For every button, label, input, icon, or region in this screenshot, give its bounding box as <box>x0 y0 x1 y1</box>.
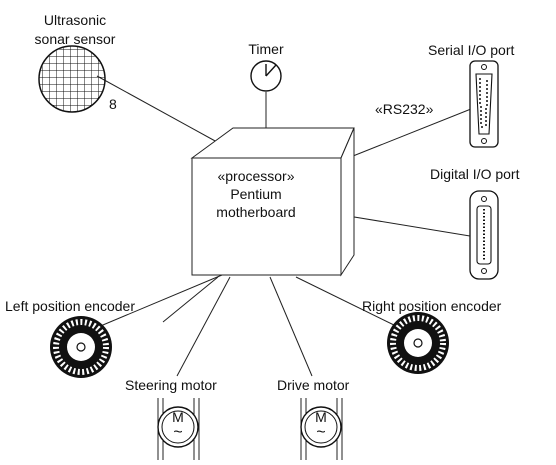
drive-motor-icon <box>300 398 343 460</box>
processor-node <box>190 127 355 277</box>
left-encoder-label: Left position encoder <box>5 298 135 314</box>
steering-motor-label: Steering motor <box>125 377 217 393</box>
steering-motor-ac: ~ <box>173 424 183 441</box>
right-encoder-label: Right position encoder <box>362 298 502 314</box>
processor-label-line3: motherboard <box>216 204 296 220</box>
processor-label-line2: Pentium <box>230 186 282 202</box>
right-encoder-icon <box>387 312 449 374</box>
drive-motor-m: M <box>315 409 327 425</box>
steering-motor-icon <box>157 398 200 460</box>
processor-stereotype: «processor» <box>217 168 295 184</box>
sonar-label-line2: sonar sensor <box>34 31 116 47</box>
timer-icon <box>250 60 282 92</box>
sonar-label-line1: Ultrasonic <box>43 12 107 28</box>
drive-motor-ac: ~ <box>316 424 326 441</box>
sonar-sensor-icon <box>38 45 106 113</box>
connection-lines <box>90 75 477 377</box>
steering-motor-m: M <box>172 409 184 425</box>
rs232-label: «RS232» <box>375 101 434 117</box>
left-encoder-icon <box>50 316 112 378</box>
serial-port-connector-icon <box>469 60 499 148</box>
serial-port-label: Serial I/O port <box>428 42 515 58</box>
drive-motor-label: Drive motor <box>277 377 350 393</box>
sonar-multiplicity: 8 <box>109 96 117 112</box>
digital-port-connector-icon <box>469 190 499 280</box>
digital-port-label: Digital I/O port <box>430 166 520 182</box>
timer-label: Timer <box>248 41 284 57</box>
